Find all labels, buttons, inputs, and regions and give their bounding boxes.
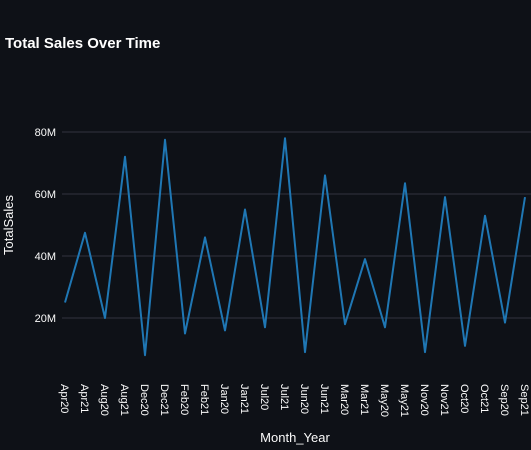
data-point[interactable] [463,343,468,348]
x-tick-label: Nov21 [438,384,450,416]
data-point[interactable] [363,257,368,262]
data-point[interactable] [303,350,308,355]
data-point[interactable] [223,328,228,333]
data-point[interactable] [183,331,188,336]
x-tick-label: May20 [378,384,390,417]
x-tick-label: Aug20 [98,384,110,416]
data-point[interactable] [403,181,408,186]
x-tick-label: Nov20 [418,384,430,416]
x-tick-label: Jan20 [218,384,230,414]
x-tick-label: Jul20 [258,384,270,410]
y-axis-title: TotalSales [1,195,16,255]
x-tick-label: Jun21 [318,384,330,414]
data-point[interactable] [283,136,288,141]
x-tick-label: Jul21 [278,384,290,410]
x-tick-label: Feb21 [198,384,210,415]
x-tick-label: Dec21 [158,384,170,416]
x-tick-label: Dec20 [138,384,150,416]
y-tick-label: 80M [35,127,56,139]
x-tick-label: Mar20 [338,384,350,415]
y-tick-label: 20M [35,313,56,325]
data-point[interactable] [103,316,108,321]
data-point[interactable] [203,235,208,240]
y-tick-label: 60M [35,189,56,201]
chart-title: Total Sales Over Time [5,35,161,52]
data-point[interactable] [443,195,448,200]
data-point[interactable] [383,325,388,330]
data-point[interactable] [163,137,168,142]
x-tick-label: Jun20 [298,384,310,414]
data-point[interactable] [123,154,128,159]
x-tick-label: Oct20 [458,384,470,413]
x-tick-label: Sep21 [518,384,530,416]
data-point[interactable] [143,353,148,358]
x-tick-label: Feb20 [178,384,190,415]
x-tick-label: Apr20 [58,384,70,413]
data-point[interactable] [423,350,428,355]
x-tick-label: Mar21 [358,384,370,415]
data-point[interactable] [523,195,528,200]
x-tick-label: Sep20 [498,384,510,416]
data-point[interactable] [503,320,508,325]
series-lines [63,136,528,358]
x-tick-label: Aug21 [118,384,130,416]
y-tick-label: 40M [35,251,56,263]
data-point[interactable] [63,300,68,305]
data-point[interactable] [343,322,348,327]
data-point[interactable] [243,207,248,212]
x-tick-label: Jan21 [238,384,250,414]
data-point[interactable] [263,325,268,330]
series-line [64,137,526,357]
x-tick-label: Oct21 [478,384,490,413]
x-axis-title: Month_Year [260,430,330,445]
data-point[interactable] [83,230,88,235]
x-tick-label: May21 [398,384,410,417]
x-tick-labels: Apr20 Apr21 Aug20 Aug21 Dec20 Dec21 Feb20 Feb21… [58,384,530,417]
x-tick-label: Apr21 [78,384,90,413]
data-point[interactable] [323,173,328,178]
y-tick-labels: 20M 40M 60M 80M [35,127,56,325]
data-point[interactable] [483,213,488,218]
